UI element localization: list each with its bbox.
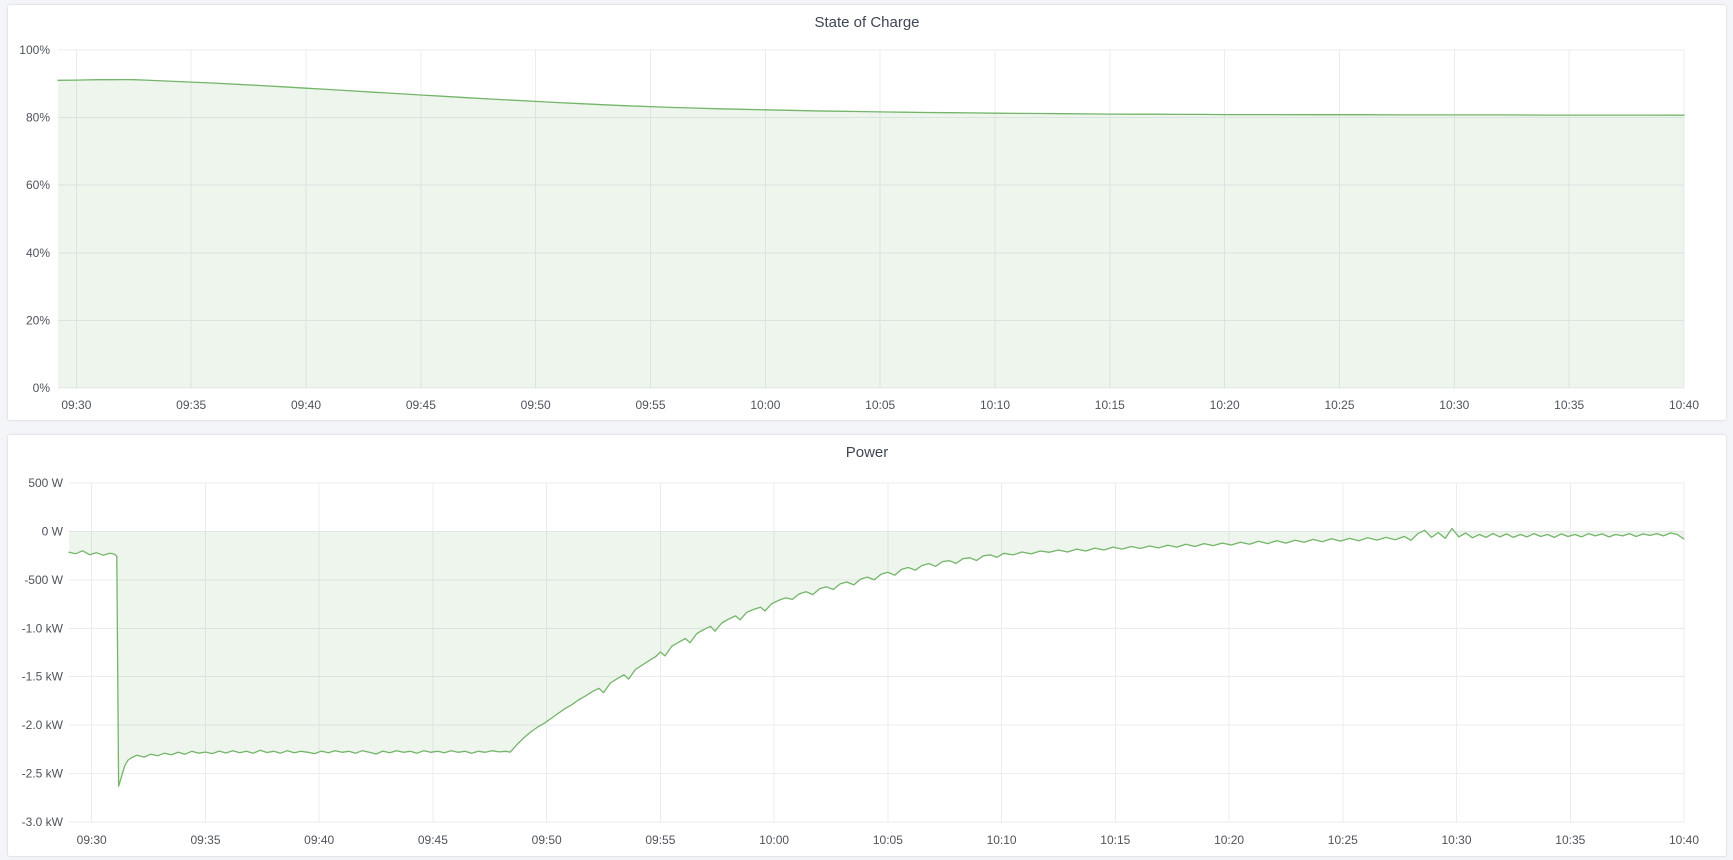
series-line: [57, 78, 1685, 116]
x-axis-tick-labels: 09:30 09:35 09:40 09:45 09:50 09:55 10:00 10:05…: [77, 833, 1700, 847]
power-panel-title[interactable]: Power: [845, 444, 889, 461]
svg-text:09:50: 09:50: [521, 398, 551, 412]
svg-text:09:55: 09:55: [645, 833, 675, 847]
svg-text:10:00: 10:00: [750, 398, 780, 412]
svg-text:09:50: 09:50: [532, 833, 562, 847]
svg-text:40%: 40%: [26, 246, 50, 260]
y-axis-tick-labels: 100% 80% 60% 40% 20% 0%: [19, 43, 50, 395]
svg-text:20%: 20%: [26, 313, 50, 327]
series-line: [68, 527, 1685, 787]
svg-text:09:55: 09:55: [635, 398, 665, 412]
svg-text:10:35: 10:35: [1554, 398, 1584, 412]
svg-text:10:05: 10:05: [865, 398, 895, 412]
svg-text:09:45: 09:45: [406, 398, 436, 412]
svg-text:09:45: 09:45: [418, 833, 448, 847]
power-panel: Power 500 W 0 W -500 W -1.0 kW -1.5 kW -2.0 k…: [7, 434, 1727, 857]
svg-text:09:40: 09:40: [291, 398, 321, 412]
y-axis-tick-labels: 500 W 0 W -500 W -1.0 kW -1.5 kW -2.0 kW -2.5 …: [22, 476, 64, 829]
svg-text:10:15: 10:15: [1095, 398, 1125, 412]
svg-text:-2.5 kW: -2.5 kW: [22, 767, 64, 781]
power-chart-canvas[interactable]: 500 W 0 W -500 W -1.0 kW -1.5 kW -2.0 kW -2.5 …: [8, 435, 1726, 856]
svg-text:10:15: 10:15: [1100, 833, 1130, 847]
svg-text:100%: 100%: [19, 43, 50, 57]
x-axis-tick-labels: 09:30 09:35 09:40 09:45 09:50 09:55 10:00 10:05…: [61, 398, 1699, 412]
svg-text:-500 W: -500 W: [24, 573, 63, 587]
svg-text:09:40: 09:40: [304, 833, 334, 847]
svg-text:-3.0 kW: -3.0 kW: [22, 815, 64, 829]
svg-text:0%: 0%: [33, 381, 51, 395]
svg-text:10:10: 10:10: [987, 833, 1017, 847]
svg-text:10:10: 10:10: [980, 398, 1010, 412]
svg-text:10:20: 10:20: [1210, 398, 1240, 412]
svg-text:10:20: 10:20: [1214, 833, 1244, 847]
svg-text:09:35: 09:35: [176, 398, 206, 412]
svg-text:10:05: 10:05: [873, 833, 903, 847]
svg-text:10:25: 10:25: [1324, 398, 1354, 412]
svg-text:10:00: 10:00: [759, 833, 789, 847]
svg-text:10:40: 10:40: [1669, 833, 1699, 847]
svg-text:09:30: 09:30: [61, 398, 91, 412]
state-of-charge-panel: State of Charge 100% 80% 60% 40% 20% 0% 09:30 0…: [7, 4, 1727, 421]
svg-text:10:30: 10:30: [1441, 833, 1471, 847]
svg-text:500 W: 500 W: [28, 476, 63, 490]
svg-text:10:35: 10:35: [1555, 833, 1585, 847]
svg-text:-1.0 kW: -1.0 kW: [22, 621, 64, 635]
state-of-charge-chart-canvas[interactable]: 100%80%60%40%20%0%09:30 09:35 09:40 09:45 09…: [8, 5, 1726, 420]
svg-text:0 W: 0 W: [42, 524, 64, 538]
svg-text:10:40: 10:40: [1669, 398, 1699, 412]
series-area: [58, 79, 1684, 388]
svg-text:10:30: 10:30: [1439, 398, 1469, 412]
svg-text:60%: 60%: [26, 178, 50, 192]
state-of-charge-panel-title[interactable]: State of Charge: [814, 14, 920, 31]
grid: [69, 482, 1685, 823]
svg-text:80%: 80%: [26, 111, 50, 125]
svg-text:10:25: 10:25: [1328, 833, 1358, 847]
svg-text:09:30: 09:30: [77, 833, 107, 847]
series-area: [69, 528, 1684, 787]
svg-text:-1.5 kW: -1.5 kW: [22, 670, 64, 684]
svg-text:09:35: 09:35: [190, 833, 220, 847]
svg-text:-2.0 kW: -2.0 kW: [22, 718, 64, 732]
